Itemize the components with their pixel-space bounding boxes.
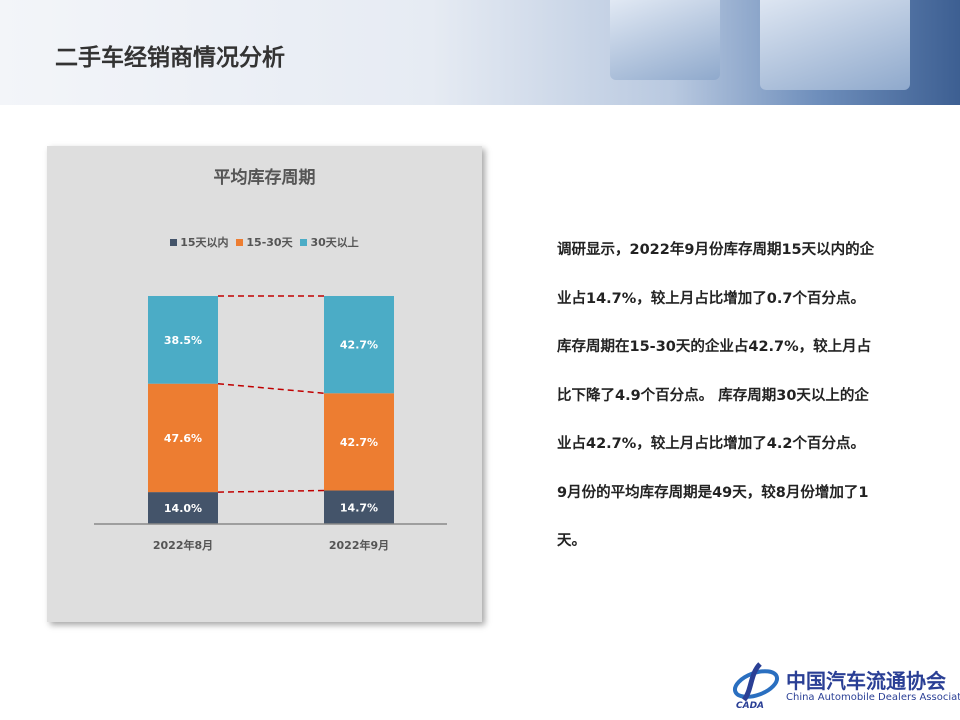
legend-swatch (300, 239, 308, 246)
bar-segment (148, 296, 218, 384)
data-label: 38.5% (164, 334, 202, 347)
description-text: 调研显示，2022年9月份库存周期15天以内的企 业占14.7%，较上月占比增加… (557, 232, 907, 572)
bar-segment (148, 492, 218, 524)
x-tick-label: 2022年8月 (153, 538, 213, 552)
description-line: 业占42.7%，较上月占比增加了4.2个百分点。 (557, 436, 865, 452)
bar-segment (148, 383, 218, 493)
series-line (217, 489, 325, 493)
data-label: 42.7% (340, 436, 378, 449)
legend-item: 15-30天 (236, 234, 293, 250)
legend-swatch (236, 239, 244, 246)
legend: 15天以内 15-30天 30天以上 (47, 234, 482, 250)
svg-text:CADA: CADA (736, 701, 764, 710)
logo-text-cn: 中国汽车流通协会 (786, 669, 946, 693)
bar-segment (324, 393, 394, 491)
legend-item: 30天以上 (300, 234, 359, 250)
description-line: 天。 (557, 533, 586, 549)
logo-text-en: China Automobile Dealers Association (786, 692, 960, 703)
data-label: 47.6% (164, 432, 202, 445)
decorative-cube (760, 0, 910, 90)
data-label: 42.7% (340, 339, 378, 352)
legend-label: 30天以上 (310, 236, 359, 249)
cada-logo-mark: CADA (732, 662, 780, 710)
bar-segment (324, 296, 394, 394)
legend-swatch (170, 239, 178, 246)
data-label: 14.7% (340, 501, 378, 514)
x-tick-label: 2022年9月 (329, 538, 389, 552)
chart-title: 平均库存周期 (213, 168, 316, 188)
bar-segment (324, 490, 394, 524)
description-line: 调研显示，2022年9月份库存周期15天以内的企 (557, 242, 875, 258)
legend-item: 15天以内 (170, 234, 229, 250)
decorative-cube (610, 0, 720, 80)
page-title: 二手车经销商情况分析 (55, 45, 285, 71)
description-line: 比下降了4.9个百分点。 库存周期30天以上的企 (557, 387, 869, 404)
description-line: 业占14.7%，较上月占比增加了0.7个百分点。 (557, 290, 865, 307)
header-banner: 二手车经销商情况分析 (0, 0, 960, 105)
plot-area: 14.0% 47.6% 38.5% 2022年8月 14.7% 42.7% 42.7% 202… (94, 295, 447, 552)
series-line (217, 382, 325, 395)
data-label: 14.0% (164, 502, 202, 515)
chart-panel: 平均库存周期 15天以内 15-30天 30天以上 14.0% 47.6% 38.5… (47, 146, 482, 622)
description-line: 库存周期在15-30天的企业占42.7%，较上月占 (557, 339, 872, 355)
legend-label: 15天以内 (180, 236, 229, 249)
description-line: 9月份的平均库存周期是49天，较8月份增加了1 (557, 484, 869, 501)
legend-label: 15-30天 (246, 236, 293, 249)
